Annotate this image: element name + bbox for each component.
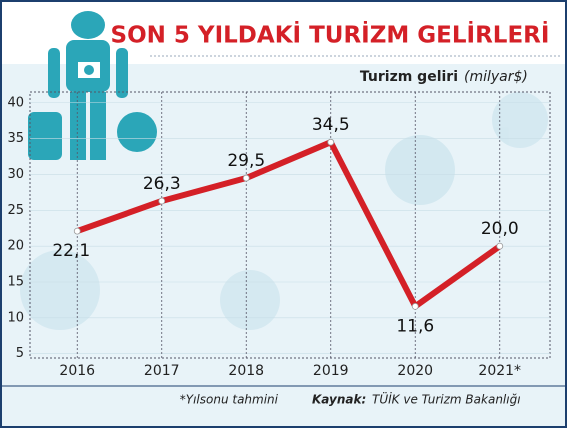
y-tick-label: 5 (16, 346, 24, 361)
tourist-icon (28, 11, 157, 160)
x-tick-label: 2017 (144, 363, 180, 379)
y-tick-label: 35 (7, 131, 24, 146)
x-tick-label: 2019 (313, 363, 349, 379)
chart-title: SON 5 YILDAKİ TURİZM GELİRLERİ (111, 21, 550, 49)
y-tick-label: 10 (7, 310, 24, 325)
marker (158, 197, 166, 205)
x-tick-label: 2016 (59, 363, 95, 379)
plot-border (29, 91, 551, 359)
background-decor (20, 92, 548, 330)
source-label: Kaynak: (312, 393, 366, 407)
y-tick-label: 20 (7, 239, 24, 254)
footnote: *Yılsonu tahmini (180, 393, 279, 407)
x-tick-label: 2021* (478, 363, 521, 379)
marker (411, 302, 419, 310)
value-label: 22,1 (52, 241, 90, 261)
marker (73, 227, 81, 235)
y-label: Turizm geliri (360, 69, 458, 85)
value-label: 29,5 (227, 151, 265, 171)
y-tick-label: 30 (7, 167, 24, 182)
x-tick-label: 2020 (397, 363, 433, 379)
value-label: 11,6 (396, 316, 434, 336)
y-tick-label: 15 (7, 275, 24, 290)
marker (496, 242, 504, 250)
y-tick-label: 25 (7, 203, 24, 218)
y-tick-label: 40 (7, 95, 24, 110)
value-label: 20,0 (481, 219, 519, 239)
source-text: TÜİK ve Turizm Bakanlığı (372, 391, 521, 407)
marker (327, 138, 335, 146)
marker (242, 174, 250, 182)
y-unit: (milyar$) (464, 69, 528, 85)
line (76, 139, 502, 310)
value-label: 26,3 (143, 174, 181, 194)
value-label: 34,5 (312, 115, 350, 135)
x-tick-label: 2018 (228, 363, 264, 379)
